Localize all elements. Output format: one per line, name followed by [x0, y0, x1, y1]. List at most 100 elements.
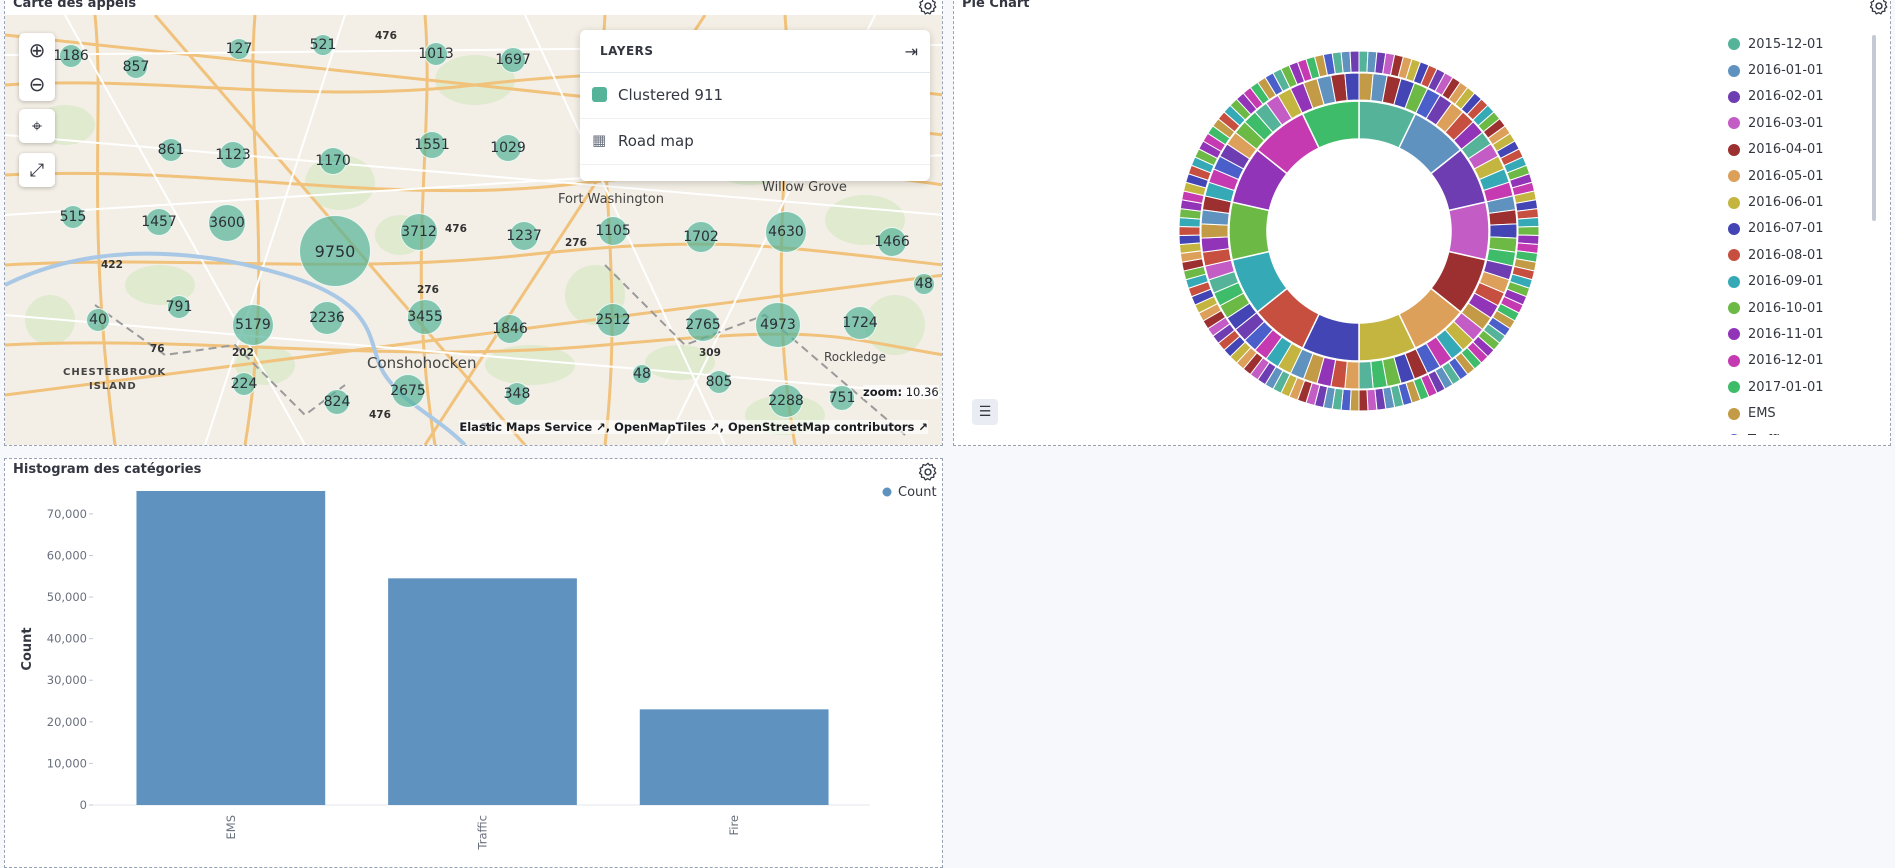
sunburst-outer-slice[interactable] — [1349, 50, 1360, 73]
legend-item[interactable]: 2016-09-01 — [1720, 269, 1880, 295]
sunburst-outer-slice[interactable] — [1340, 50, 1352, 74]
cluster-marker[interactable]: 3600 — [208, 204, 246, 242]
legend-swatch[interactable] — [1728, 90, 1740, 103]
cluster-marker[interactable]: 1013 — [418, 42, 454, 66]
legend-item[interactable]: 2016-07-01 — [1720, 216, 1880, 242]
legend-item[interactable]: 2016-02-01 — [1720, 84, 1880, 110]
legend-swatch[interactable] — [1728, 381, 1740, 394]
attribution-link[interactable]: OpenMapTiles — [614, 420, 706, 434]
cluster-marker[interactable]: 861 — [158, 138, 184, 162]
cluster-marker[interactable]: 824 — [324, 389, 350, 415]
legend-swatch[interactable] — [1728, 434, 1740, 435]
cluster-marker[interactable]: 1846 — [492, 314, 528, 344]
legend-swatch[interactable] — [1728, 249, 1740, 262]
cluster-marker[interactable]: 2765 — [685, 308, 721, 342]
sunburst-middle-slice[interactable] — [1358, 360, 1374, 390]
legend-item[interactable]: 2016-04-01 — [1720, 137, 1880, 163]
sunburst-outer-slice[interactable] — [1178, 225, 1201, 237]
legend-item[interactable]: 2016-12-01 — [1720, 348, 1880, 374]
sunburst-middle-slice[interactable] — [1200, 223, 1229, 239]
legend-item[interactable]: 2016-10-01 — [1720, 295, 1880, 321]
cluster-marker[interactable]: 805 — [706, 370, 732, 394]
panel-options-gear-icon[interactable] — [917, 0, 939, 17]
legend-swatch[interactable] — [882, 487, 892, 497]
cluster-marker[interactable]: 1029 — [490, 134, 526, 162]
layer-item-clustered-911[interactable]: Clustered 911 — [580, 73, 930, 119]
collapse-layers-icon[interactable]: ⇥ — [904, 42, 918, 61]
legend-swatch[interactable] — [1728, 302, 1740, 315]
bar[interactable] — [639, 709, 829, 805]
cluster-marker[interactable]: 4630 — [765, 211, 807, 253]
cluster-marker[interactable]: 521 — [310, 34, 336, 56]
legend-swatch[interactable] — [1728, 328, 1740, 341]
cluster-marker[interactable]: 9750 — [299, 215, 371, 287]
cluster-marker[interactable]: 1170 — [315, 147, 351, 175]
sunburst-chart[interactable] — [954, 0, 1654, 437]
cluster-marker[interactable]: 2288 — [768, 384, 804, 418]
sunburst-outer-slice[interactable] — [1517, 217, 1540, 228]
legend-swatch[interactable] — [1728, 222, 1740, 235]
cluster-marker[interactable]: 1237 — [506, 221, 542, 251]
cluster-marker[interactable]: 1105 — [595, 216, 631, 246]
legend-item[interactable]: 2016-05-01 — [1720, 163, 1880, 189]
legend-item[interactable]: 2015-12-01 — [1720, 31, 1880, 57]
sunburst-outer-slice[interactable] — [1178, 234, 1201, 245]
cluster-marker[interactable]: 4973 — [755, 302, 801, 348]
sunburst-outer-slice[interactable] — [1366, 388, 1378, 412]
cluster-marker[interactable]: 2512 — [595, 303, 631, 337]
sunburst-outer-slice[interactable] — [1517, 225, 1540, 237]
cluster-marker[interactable]: 1466 — [874, 227, 910, 257]
cluster-marker[interactable]: 5179 — [232, 304, 274, 346]
layer-item-road-map[interactable]: ▦ Road map — [580, 119, 930, 165]
legend-item[interactable]: 2016-11-01 — [1720, 321, 1880, 347]
sunburst-outer-slice[interactable] — [1358, 389, 1369, 412]
cluster-marker[interactable]: 751 — [829, 385, 855, 411]
legend-swatch[interactable] — [1728, 38, 1740, 51]
sunburst-inner-slice[interactable] — [1447, 201, 1490, 261]
sunburst-inner-slice[interactable] — [1301, 100, 1360, 150]
cluster-marker[interactable]: 791 — [166, 295, 192, 319]
legend-item[interactable]: 2016-08-01 — [1720, 242, 1880, 268]
cluster-marker[interactable]: 1186 — [53, 44, 89, 68]
panel-options-gear-icon[interactable] — [1868, 0, 1890, 17]
legend-scrollbar[interactable] — [1872, 35, 1876, 221]
cluster-marker[interactable]: 1123 — [215, 141, 251, 169]
sunburst-middle-slice[interactable] — [1344, 72, 1360, 102]
cluster-marker[interactable]: 1697 — [495, 47, 531, 73]
cluster-marker[interactable]: 1702 — [683, 221, 719, 253]
legend-label[interactable]: Count — [898, 485, 937, 500]
legend-swatch[interactable] — [1728, 170, 1740, 183]
sunburst-inner-slice[interactable] — [1228, 201, 1271, 261]
cluster-marker[interactable]: 224 — [231, 372, 257, 396]
panel-options-gear-icon[interactable] — [917, 461, 939, 483]
attribution-link[interactable]: Elastic Maps Service — [459, 420, 593, 434]
zoom-out-icon[interactable]: ⊖ — [28, 72, 46, 96]
cluster-marker[interactable]: 2236 — [309, 301, 345, 335]
legend-swatch[interactable] — [1728, 275, 1740, 288]
cluster-marker[interactable]: 515 — [60, 205, 86, 229]
legend-item[interactable]: 2016-06-01 — [1720, 189, 1880, 215]
bar[interactable] — [136, 491, 326, 805]
cluster-marker[interactable]: 40 — [86, 308, 110, 332]
cluster-marker[interactable]: 1457 — [141, 208, 177, 236]
cluster-marker[interactable]: 1724 — [842, 306, 878, 340]
bar[interactable] — [388, 578, 577, 805]
cluster-marker[interactable]: 48 — [632, 364, 652, 384]
cluster-marker[interactable]: 48 — [913, 273, 935, 295]
legend-item[interactable]: EMS — [1720, 400, 1880, 426]
zoom-in-icon[interactable]: ⊕ — [28, 38, 46, 62]
legend-item[interactable]: 2016-01-01 — [1720, 57, 1880, 83]
legend-item[interactable]: Traffic — [1720, 427, 1880, 435]
cluster-marker[interactable]: 3712 — [400, 213, 438, 251]
crosshair-icon[interactable]: ⌖ — [31, 115, 43, 137]
attribution-link[interactable]: OpenStreetMap contributors — [728, 420, 915, 434]
legend-swatch[interactable] — [1728, 117, 1740, 130]
legend-swatch[interactable] — [1728, 407, 1740, 420]
legend-swatch[interactable] — [1728, 196, 1740, 209]
legend-swatch[interactable] — [1728, 354, 1740, 367]
legend-swatch[interactable] — [1728, 64, 1740, 77]
cluster-marker[interactable]: 127 — [226, 38, 252, 60]
legend-item[interactable]: 2017-01-01 — [1720, 374, 1880, 400]
cluster-marker[interactable]: 2675 — [390, 374, 426, 408]
legend-toggle-icon[interactable]: ☰ — [972, 399, 998, 425]
